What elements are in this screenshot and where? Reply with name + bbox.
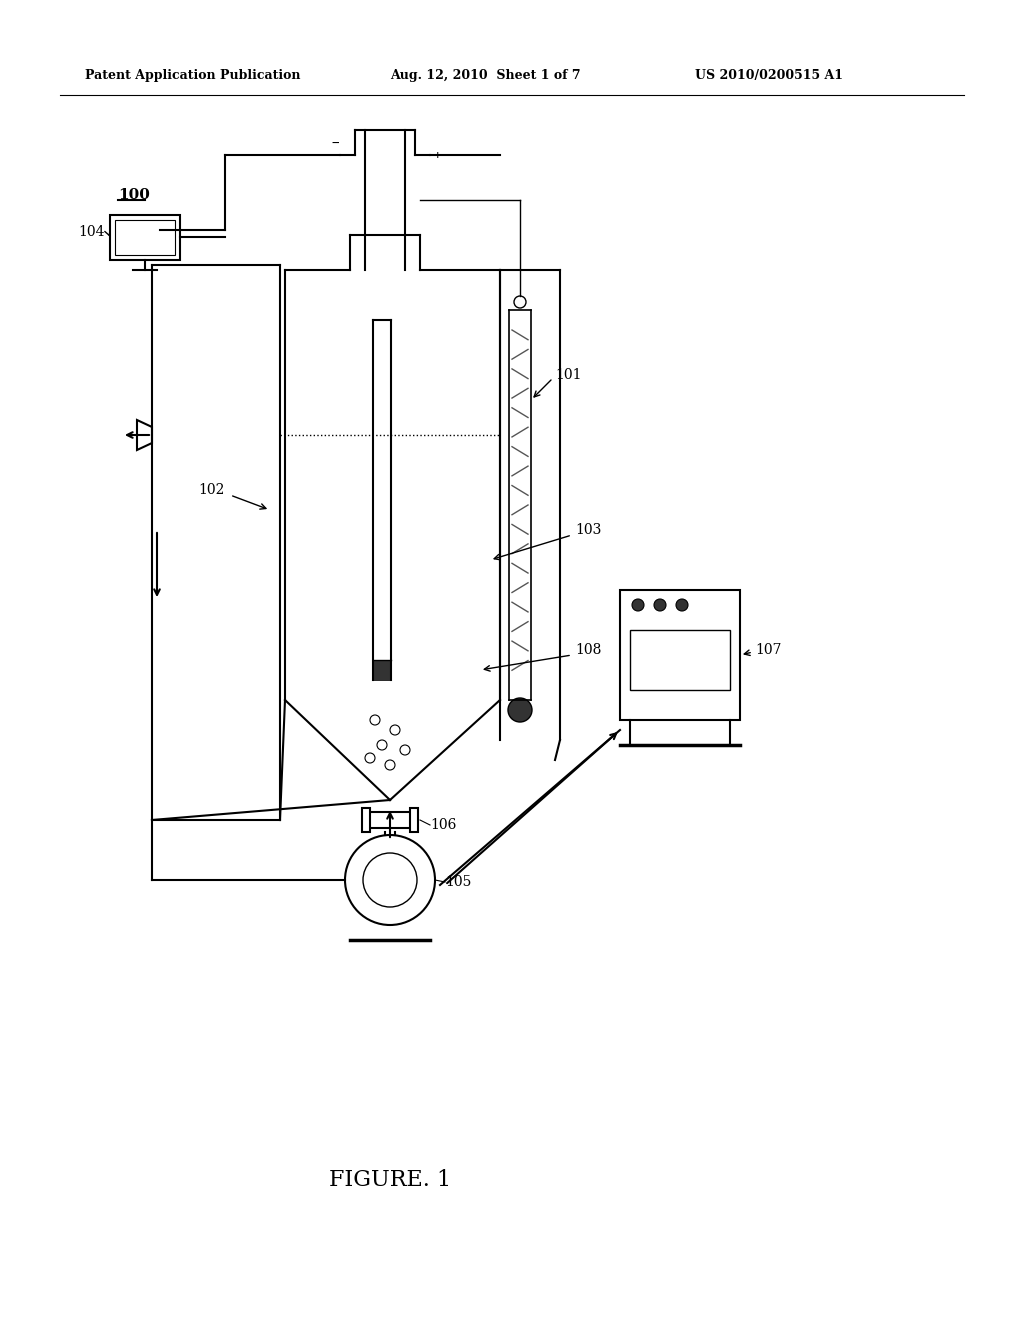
Circle shape (654, 599, 666, 611)
Text: 100: 100 (118, 187, 150, 202)
Text: −: − (331, 136, 339, 149)
Bar (365, 812, 415, 828)
Bar (362, 808, 370, 832)
Bar (410, 808, 418, 832)
Bar (630, 630, 730, 690)
Text: 106: 106 (430, 818, 457, 832)
Bar (115, 220, 175, 255)
Text: FIGURE. 1: FIGURE. 1 (329, 1170, 451, 1191)
Circle shape (362, 853, 417, 907)
Bar (373, 660, 391, 680)
Text: Patent Application Publication: Patent Application Publication (85, 69, 300, 82)
Text: US 2010/0200515 A1: US 2010/0200515 A1 (695, 69, 843, 82)
Text: 108: 108 (575, 643, 601, 657)
Text: Aug. 12, 2010  Sheet 1 of 7: Aug. 12, 2010 Sheet 1 of 7 (390, 69, 581, 82)
Bar (620, 590, 740, 719)
Text: 103: 103 (575, 523, 601, 537)
Text: 105: 105 (445, 875, 471, 888)
Text: 104: 104 (79, 224, 105, 239)
Circle shape (345, 836, 435, 925)
Circle shape (514, 296, 526, 308)
Text: 107: 107 (755, 643, 781, 657)
Circle shape (632, 599, 644, 611)
Text: +: + (433, 149, 440, 161)
Text: 102: 102 (199, 483, 225, 498)
Circle shape (676, 599, 688, 611)
Circle shape (508, 698, 532, 722)
Text: 101: 101 (555, 368, 582, 381)
Bar (110, 215, 180, 260)
